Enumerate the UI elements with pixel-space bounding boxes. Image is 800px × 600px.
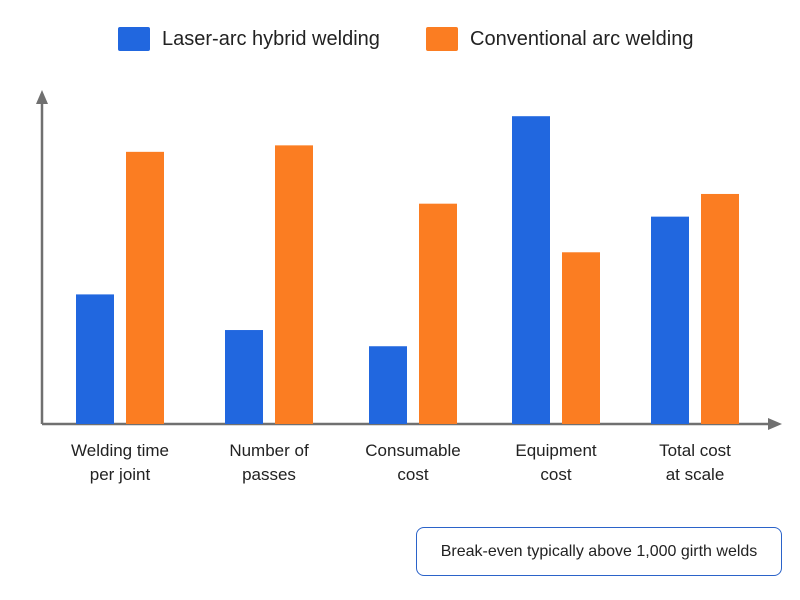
chart-legend: Laser-arc hybrid welding Conventional ar… xyxy=(0,24,800,54)
category-label-1-line-2: per joint xyxy=(89,465,151,484)
x-axis-arrow xyxy=(768,418,782,430)
bar-hybrid-1 xyxy=(76,294,114,424)
legend-item-hybrid: Laser-arc hybrid welding xyxy=(118,24,380,54)
category-label-4-line-2: cost xyxy=(540,465,572,484)
legend-label-conventional: Conventional arc welding xyxy=(470,27,694,50)
category-label-2-line-1: Number of xyxy=(229,441,309,460)
category-label-1-line-1: Welding time xyxy=(71,441,169,460)
legend-swatch-conventional xyxy=(426,27,458,51)
bar-hybrid-2 xyxy=(225,330,263,424)
bar-hybrid-3 xyxy=(369,346,407,424)
bar-hybrid-5 xyxy=(651,216,689,424)
category-label-5-line-1: Total cost xyxy=(659,441,731,460)
category-label-3-line-1: Consumable xyxy=(365,441,461,460)
legend-label-hybrid: Laser-arc hybrid welding xyxy=(162,27,380,50)
break-even-note: Break-even typically above 1,000 girth w… xyxy=(416,527,782,576)
category-label-3-line-2: cost xyxy=(397,465,429,484)
bar-hybrid-4 xyxy=(512,116,550,424)
bar-conventional-4 xyxy=(562,252,600,424)
bar-conventional-5 xyxy=(701,193,739,424)
bar-conventional-1 xyxy=(126,151,164,424)
legend-swatch-hybrid xyxy=(118,27,150,51)
bar-conventional-2 xyxy=(275,145,313,425)
category-label-4: Equipment cost xyxy=(481,439,631,487)
category-label-1: Welding time per joint xyxy=(45,439,195,487)
category-label-4-line-1: Equipment xyxy=(515,441,597,460)
category-label-5-line-2: at scale xyxy=(665,465,725,484)
bar-conventional-3 xyxy=(419,203,457,424)
category-label-5: Total cost at scale xyxy=(620,439,770,487)
category-label-2: Number of passes xyxy=(194,439,344,487)
category-label-3: Consumable cost xyxy=(338,439,488,487)
category-label-2-line-2: passes xyxy=(242,465,296,484)
legend-item-conventional: Conventional arc welding xyxy=(426,24,693,54)
y-axis-arrow xyxy=(36,90,48,104)
